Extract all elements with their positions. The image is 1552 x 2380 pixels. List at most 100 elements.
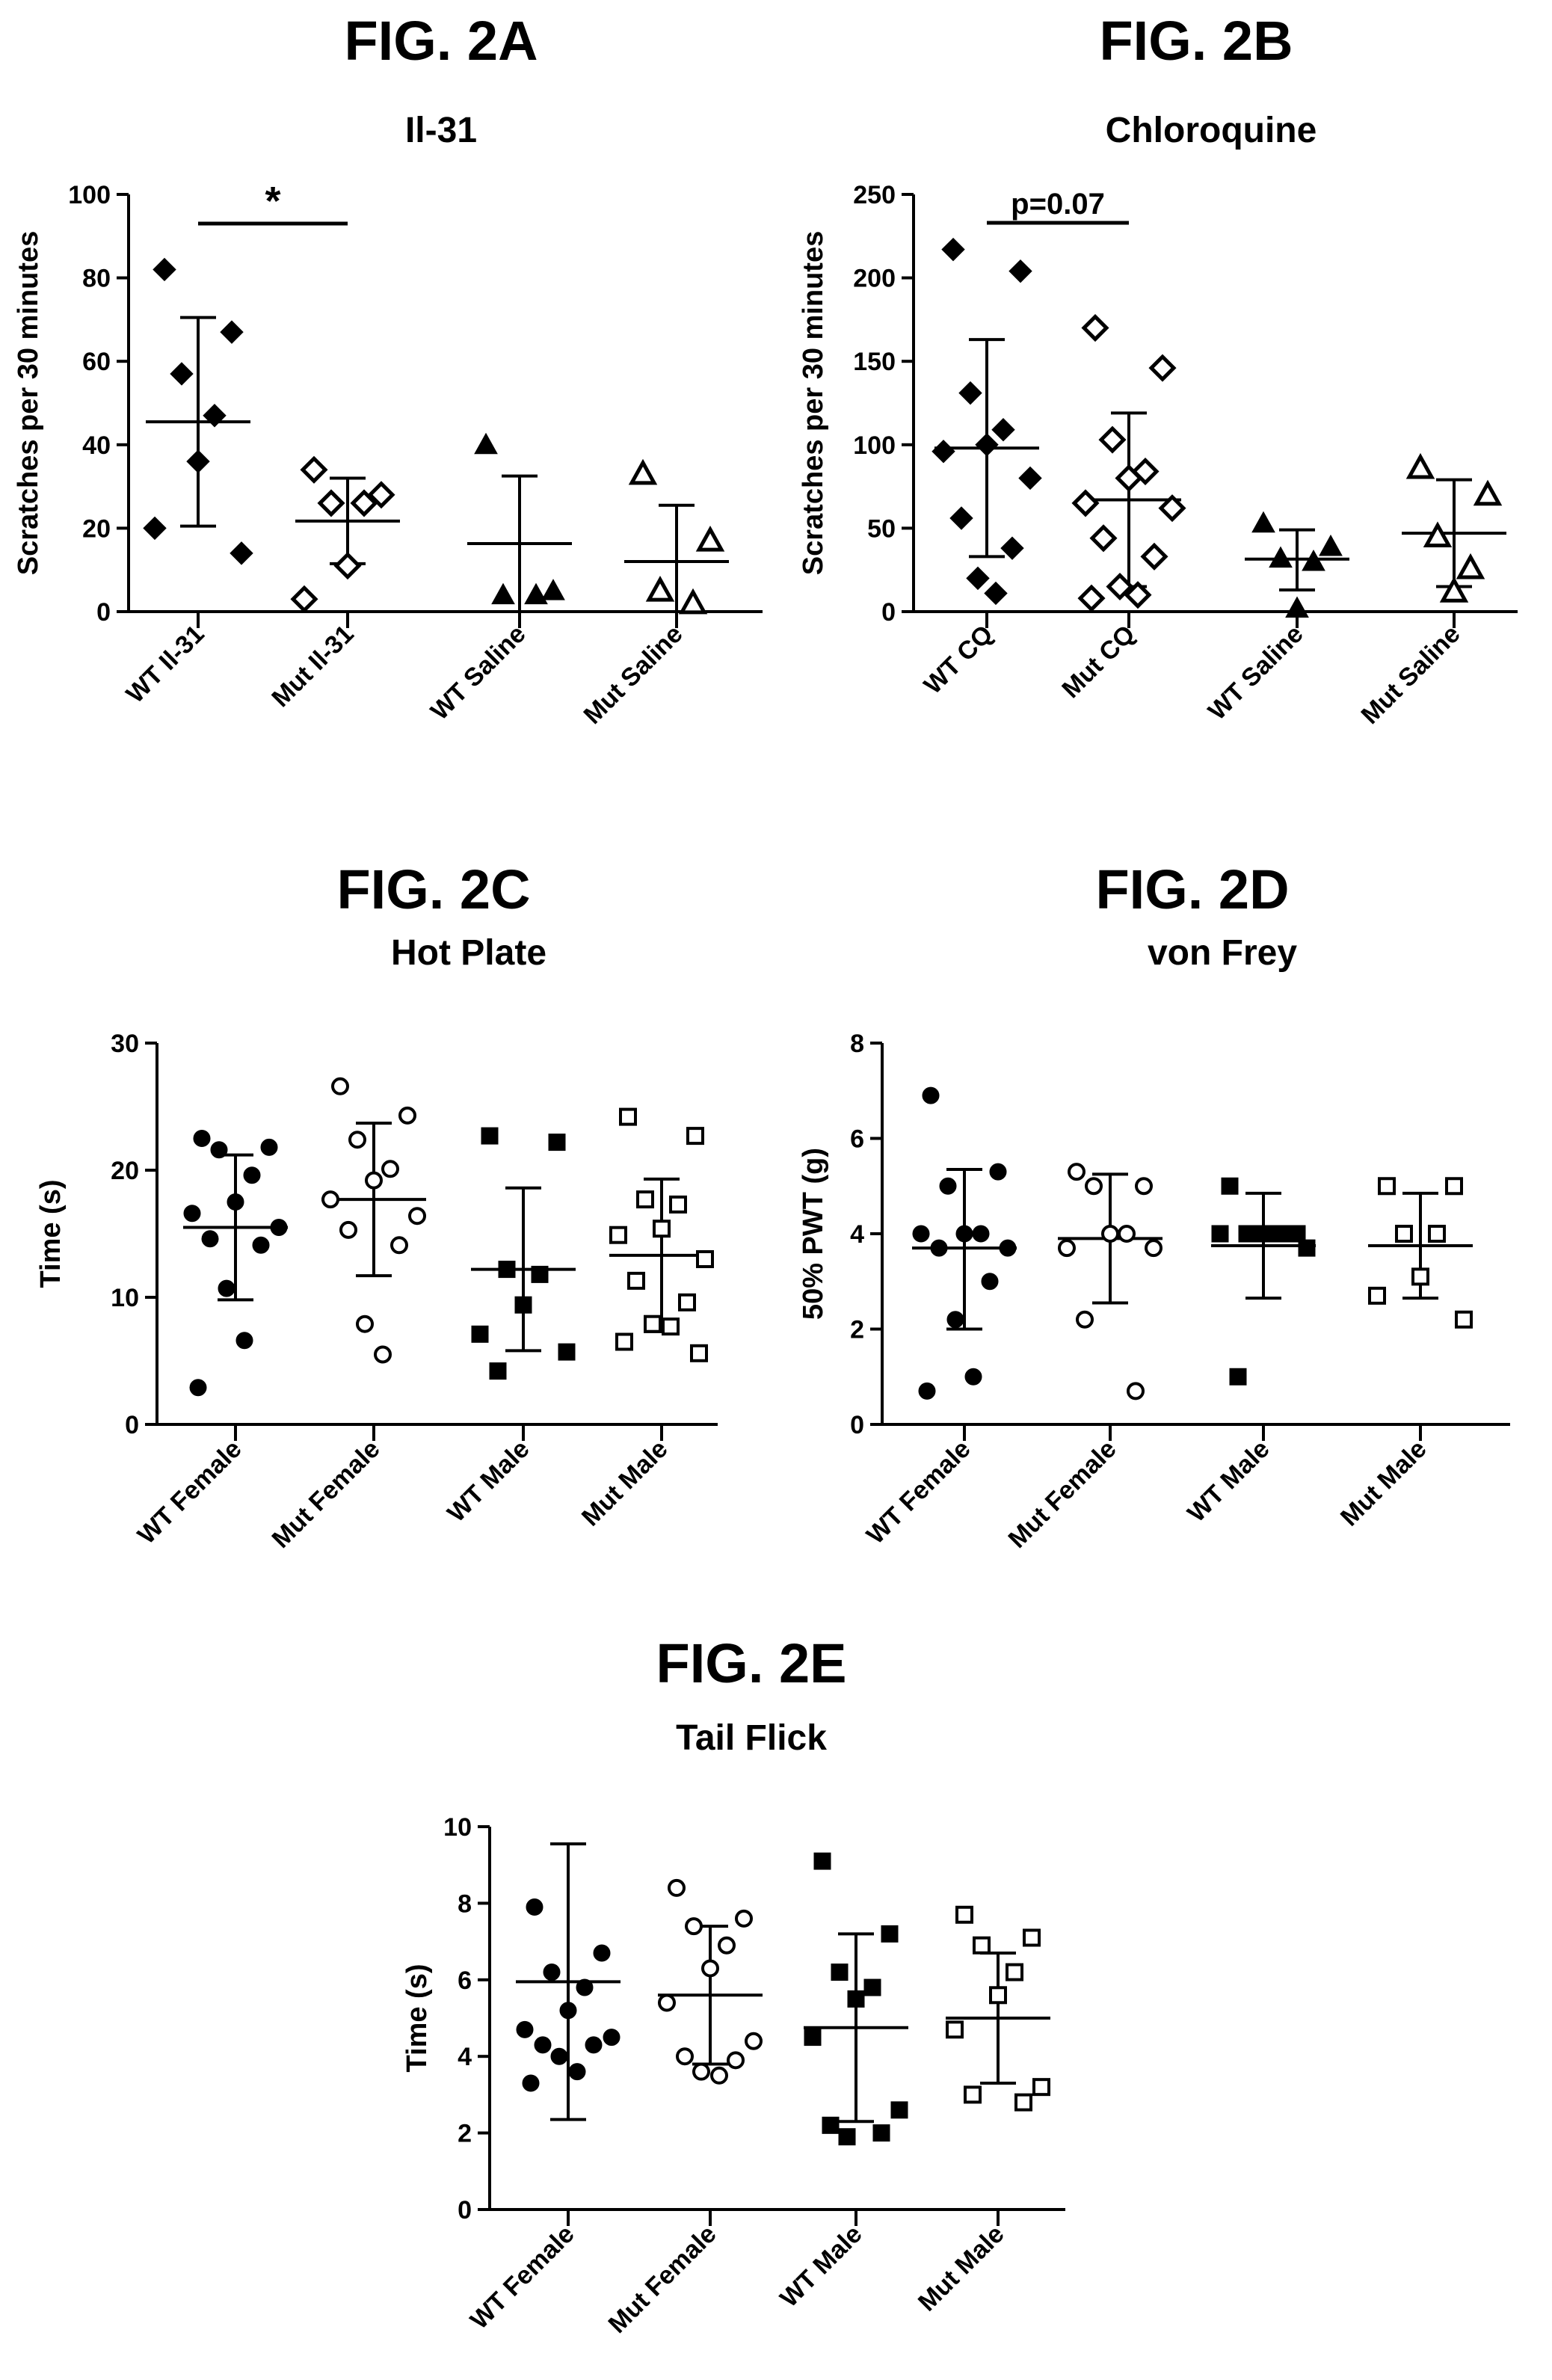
data-point <box>1014 2093 1032 2112</box>
data-point <box>941 237 965 262</box>
data-point <box>218 1279 235 1297</box>
data-point <box>1368 1286 1386 1305</box>
data-point <box>317 489 345 517</box>
data-point <box>676 2047 694 2066</box>
data-point <box>230 541 253 565</box>
x-tick-label: Mut Male <box>913 2220 1010 2317</box>
x-tick-label: WT Female <box>861 1435 976 1550</box>
y-axis-label: Scratches per 30 minutes <box>13 231 44 575</box>
y-tick-label: 10 <box>443 1813 472 1842</box>
series-4 <box>624 458 729 615</box>
data-point <box>1058 1239 1076 1258</box>
x-tick-label: WT CQ <box>919 620 999 700</box>
data-point <box>1018 466 1042 491</box>
data-point <box>1254 1225 1272 1243</box>
data-point <box>1439 576 1469 603</box>
data-point <box>912 1225 930 1243</box>
data-point <box>1455 1310 1473 1329</box>
data-point <box>568 2063 586 2081</box>
y-tick-label: 60 <box>82 348 111 376</box>
data-point <box>628 458 658 485</box>
y-tick-label: 2 <box>850 1316 864 1344</box>
y-tick-label: 0 <box>458 2196 472 2224</box>
data-point <box>609 1226 627 1244</box>
series-2 <box>1058 1163 1163 1400</box>
data-point <box>1101 1225 1119 1243</box>
data-point <box>1378 1177 1396 1196</box>
y-tick-label: 8 <box>850 1030 864 1058</box>
data-point <box>1405 452 1435 479</box>
data-point <box>981 1273 999 1291</box>
y-tick-label: 4 <box>850 1220 864 1249</box>
series-2 <box>658 1878 763 2085</box>
data-point <box>1395 1225 1413 1243</box>
figure-label: FIG. 2B <box>1099 10 1293 72</box>
chart-panel-1: FIG. 2A Il-31 0 20 40 60 80 100 Scratches per 30… <box>13 10 763 730</box>
data-point <box>550 2047 568 2065</box>
data-point <box>471 1325 489 1343</box>
data-point <box>474 432 498 455</box>
data-point <box>534 2036 552 2054</box>
y-tick-label: 20 <box>111 1157 139 1185</box>
data-point <box>964 1368 982 1386</box>
significance-label: * <box>265 179 280 224</box>
data-point <box>333 552 362 580</box>
data-point <box>498 1261 516 1279</box>
data-point <box>955 1225 973 1243</box>
data-point <box>653 1220 671 1238</box>
series-3 <box>1245 511 1349 618</box>
x-tick-label: Mut Il-31 <box>266 620 359 713</box>
data-point <box>390 1236 408 1255</box>
y-tick-label: 80 <box>82 265 111 293</box>
data-point <box>548 1134 566 1151</box>
data-point <box>619 1107 637 1126</box>
data-point <box>989 1163 1007 1181</box>
data-point <box>881 1925 899 1943</box>
y-tick-label: 200 <box>853 265 896 293</box>
data-point <box>847 1990 865 2008</box>
data-point <box>890 2101 908 2119</box>
data-point <box>398 1106 416 1125</box>
data-point <box>516 2020 534 2038</box>
data-point <box>1135 1177 1153 1196</box>
data-point <box>1238 1225 1256 1243</box>
data-point <box>984 581 1008 606</box>
data-point <box>946 2020 964 2039</box>
data-point <box>727 2051 745 2070</box>
data-point <box>381 1160 399 1178</box>
x-tick-label: WT Male <box>442 1435 535 1528</box>
data-point <box>210 1141 228 1159</box>
data-point <box>1319 534 1343 556</box>
series-4 <box>946 1905 1050 2112</box>
data-point <box>872 2124 890 2142</box>
data-point <box>644 1314 662 1333</box>
data-point <box>186 449 210 473</box>
data-point <box>1071 489 1100 517</box>
series-1 <box>183 1130 288 1397</box>
data-point <box>975 433 999 457</box>
data-point <box>863 1978 881 1996</box>
data-point <box>1032 2078 1050 2097</box>
y-tick-label: 10 <box>111 1284 139 1312</box>
x-tick-label: WT Male <box>1182 1435 1275 1528</box>
chart-title: Hot Plate <box>391 933 546 973</box>
x-tick-label: WT Il-31 <box>121 620 210 709</box>
data-point <box>1298 1239 1316 1257</box>
data-point <box>918 1382 936 1400</box>
data-point <box>804 2029 822 2047</box>
data-point <box>1145 1239 1163 1258</box>
data-point <box>972 1225 990 1243</box>
data-point <box>1140 542 1168 571</box>
y-tick-label: 0 <box>125 1411 139 1439</box>
chart-title: Tail Flick <box>676 1718 827 1758</box>
data-point <box>615 1332 633 1351</box>
x-tick-label: WT Female <box>132 1435 247 1550</box>
x-tick-label: Mut Saline <box>1356 620 1466 730</box>
y-tick-label: 6 <box>458 1967 472 1995</box>
data-point <box>243 1166 261 1184</box>
data-point <box>1229 1368 1247 1386</box>
data-point <box>745 2032 763 2050</box>
x-tick-label: Mut Female <box>267 1435 386 1554</box>
data-point <box>686 1127 704 1146</box>
y-tick-label: 4 <box>458 2043 472 2071</box>
